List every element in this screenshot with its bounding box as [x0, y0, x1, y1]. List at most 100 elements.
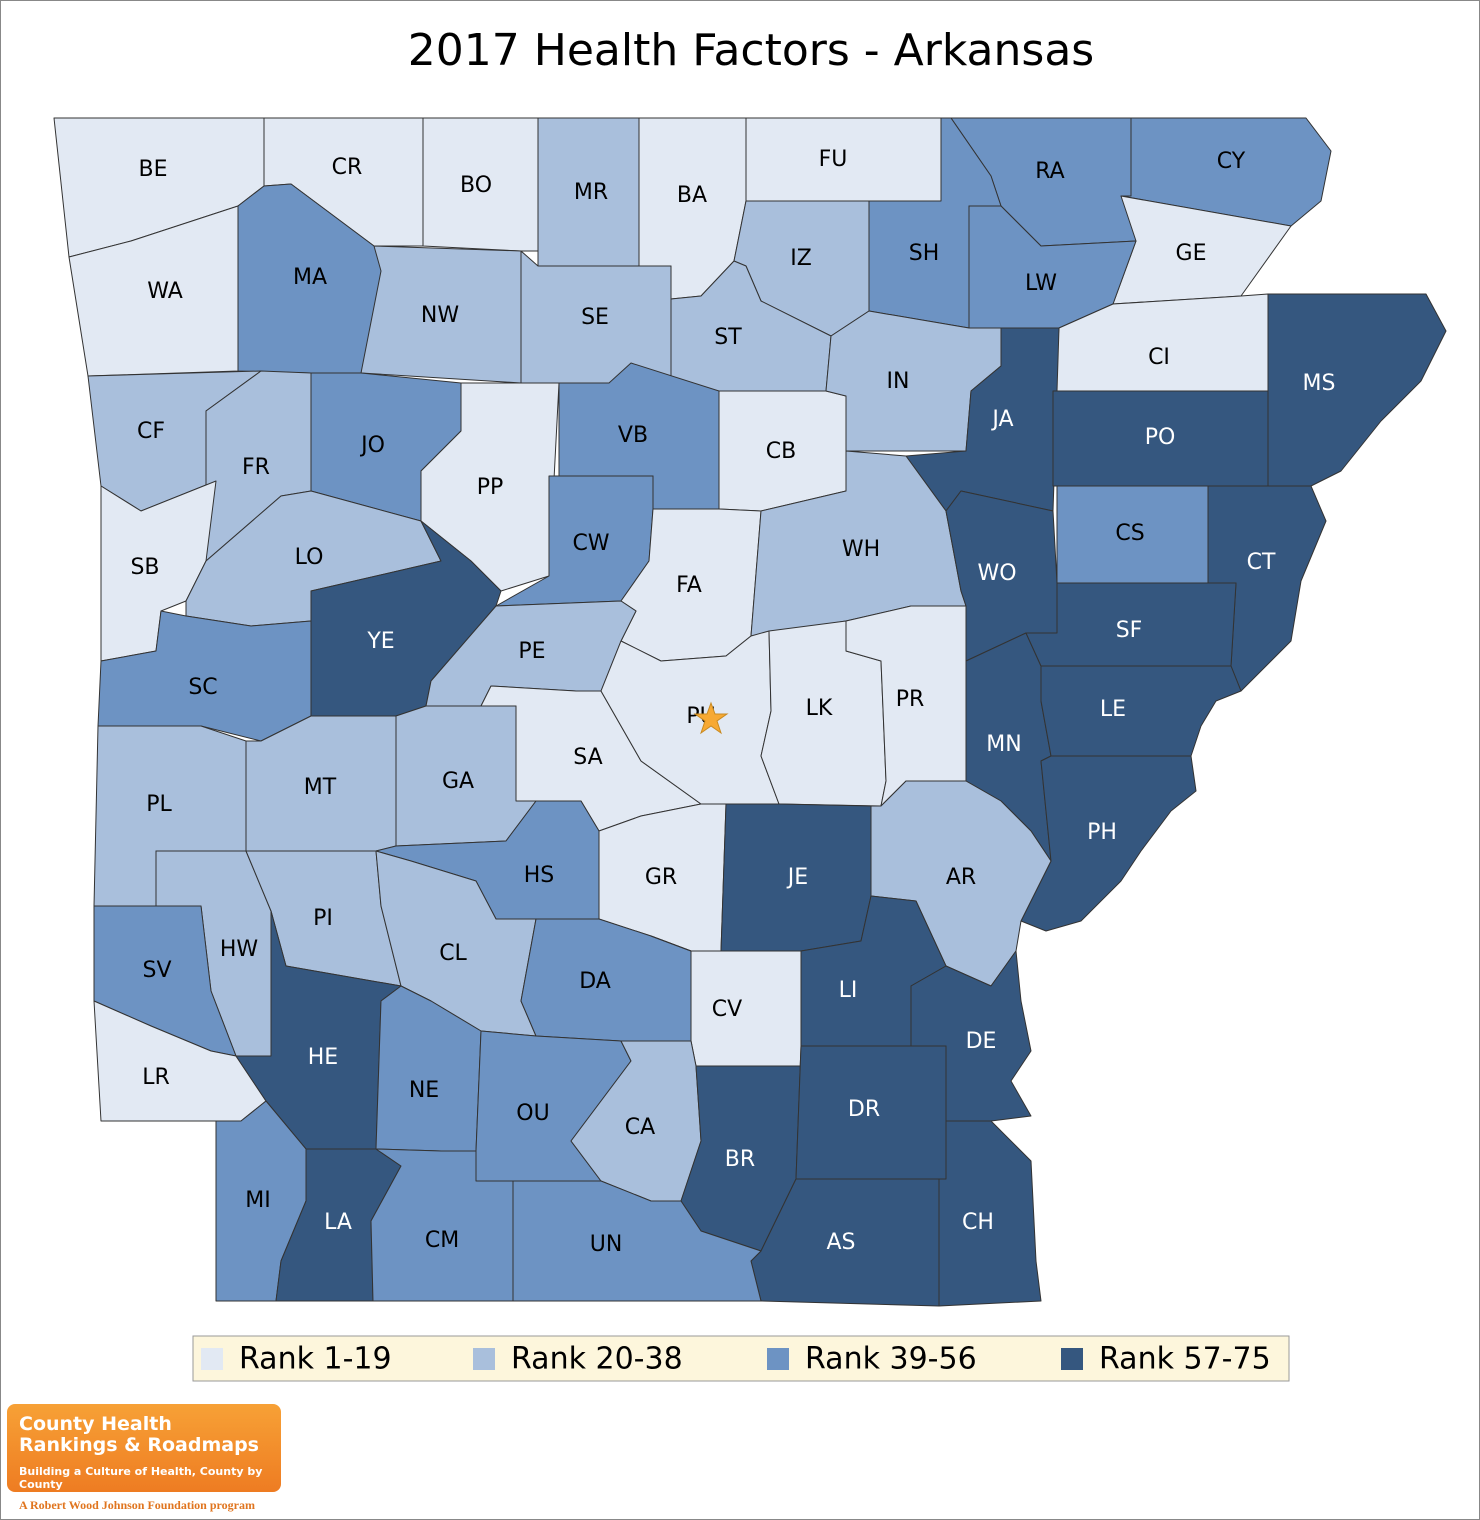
county-label: AS [826, 1230, 855, 1255]
legend-label: Rank 1-19 [239, 1342, 392, 1377]
county-label: PP [477, 475, 504, 500]
county-label: CA [625, 1115, 655, 1140]
county-label: HS [524, 863, 555, 888]
county-label: CM [425, 1228, 459, 1253]
county-label: SH [909, 241, 940, 266]
county-label: GA [442, 769, 474, 794]
county-label: PO [1145, 425, 1176, 450]
county-label: LA [324, 1210, 352, 1235]
logo-tagline: Building a Culture of Health, County by … [19, 1465, 263, 1491]
county-label: DE [966, 1029, 997, 1054]
county-label: BA [677, 183, 707, 208]
county-label: PI [313, 906, 333, 931]
county-label: BO [460, 173, 492, 198]
county-label: MI [245, 1188, 270, 1213]
county [1267, 293, 1447, 487]
county-label: SC [188, 675, 217, 700]
county-label: HW [220, 937, 259, 962]
county-label: CF [137, 419, 165, 444]
county-label: LW [1025, 271, 1057, 296]
county-label: CH [962, 1210, 994, 1235]
county-label: MN [986, 732, 1021, 757]
county [1120, 117, 1332, 227]
county-label: PL [146, 792, 172, 817]
county-label: VB [618, 423, 648, 448]
sponsor: A Robert Wood Johnson Foundation program [19, 1498, 255, 1512]
legend-box [192, 1335, 1290, 1382]
county-label: CI [1148, 345, 1170, 370]
capital-star [693, 701, 729, 735]
county [938, 1120, 1042, 1307]
county-label: FA [676, 573, 702, 598]
legend: Rank 1-19 Rank 20-38 Rank 39-56 Rank 57-75 [201, 1342, 1271, 1377]
county-label: GR [645, 865, 677, 890]
county-label: BR [725, 1147, 755, 1172]
county-label: JO [359, 433, 385, 458]
logo: County Health Rankings & Roadmaps Buildin… [7, 1404, 281, 1492]
county-label: LO [295, 545, 324, 570]
legend-swatch [767, 1348, 789, 1370]
county-label: JE [786, 865, 808, 890]
county-label: LE [1100, 697, 1126, 722]
legend-label: Rank 39-56 [805, 1342, 977, 1377]
county-label: FR [242, 455, 270, 480]
county-label: CY [1217, 149, 1246, 174]
county-label: PH [1087, 820, 1117, 845]
county [422, 117, 539, 252]
county-label: WO [977, 561, 1016, 586]
county-label: PE [518, 639, 545, 664]
county-label: JA [990, 407, 1013, 432]
county-label: MA [293, 265, 327, 290]
county-label: LR [142, 1065, 170, 1090]
county-label: NW [421, 303, 459, 328]
county-label: FU [819, 147, 848, 172]
county-label: OU [516, 1101, 549, 1126]
county-label: LI [839, 978, 858, 1003]
logo-line: County Health [19, 1413, 172, 1435]
county-label: SA [573, 745, 602, 770]
county-label: AR [946, 865, 976, 890]
county-label: SV [142, 958, 171, 983]
legend-swatch [1061, 1348, 1083, 1370]
county-label: LK [806, 696, 833, 721]
county-label: GE [1176, 241, 1207, 266]
county-label: CR [332, 155, 363, 180]
county-label: CS [1115, 521, 1144, 546]
county-label: RA [1035, 159, 1064, 184]
county-label: YE [366, 629, 394, 654]
county [1020, 755, 1197, 932]
county-label: WH [842, 537, 880, 562]
county-label: MT [304, 775, 337, 800]
legend-swatch [473, 1348, 495, 1370]
county-label: IN [887, 369, 910, 394]
county-label: DR [848, 1097, 880, 1122]
legend-swatch [201, 1348, 223, 1370]
county-label: CT [1247, 550, 1276, 575]
county [512, 1180, 762, 1302]
county-label: BE [139, 157, 168, 182]
county-label: MS [1303, 371, 1336, 396]
county-label: SE [581, 305, 609, 330]
county-label: CW [572, 531, 609, 556]
county-label: CL [439, 941, 467, 966]
map: 2017 Health Factors - Arkansas BE CR BO MR B… [53, 25, 1447, 1382]
county-label: MR [574, 180, 608, 205]
county-label: SB [130, 555, 159, 580]
county-label: CB [766, 439, 796, 464]
county-label: PR [896, 687, 925, 712]
county [68, 205, 239, 377]
counties: BE CR BO MR BA FU RA CY GE SH LW IZ ST SE NW MA WA CF FR JO… [53, 117, 1447, 1307]
logo-line: Rankings & Roadmaps [19, 1434, 259, 1456]
county-label: ST [714, 325, 742, 350]
county-label: WA [147, 279, 183, 304]
county-label: UN [590, 1232, 623, 1257]
legend-label: Rank 20-38 [511, 1342, 683, 1377]
county-label: NE [409, 1078, 439, 1103]
county-label: DA [579, 969, 611, 994]
county-label: CV [712, 997, 742, 1022]
county-label: SF [1116, 618, 1143, 643]
county-label: HE [308, 1045, 338, 1070]
legend-label: Rank 57-75 [1099, 1342, 1271, 1377]
map-title: 2017 Health Factors - Arkansas [408, 25, 1094, 76]
